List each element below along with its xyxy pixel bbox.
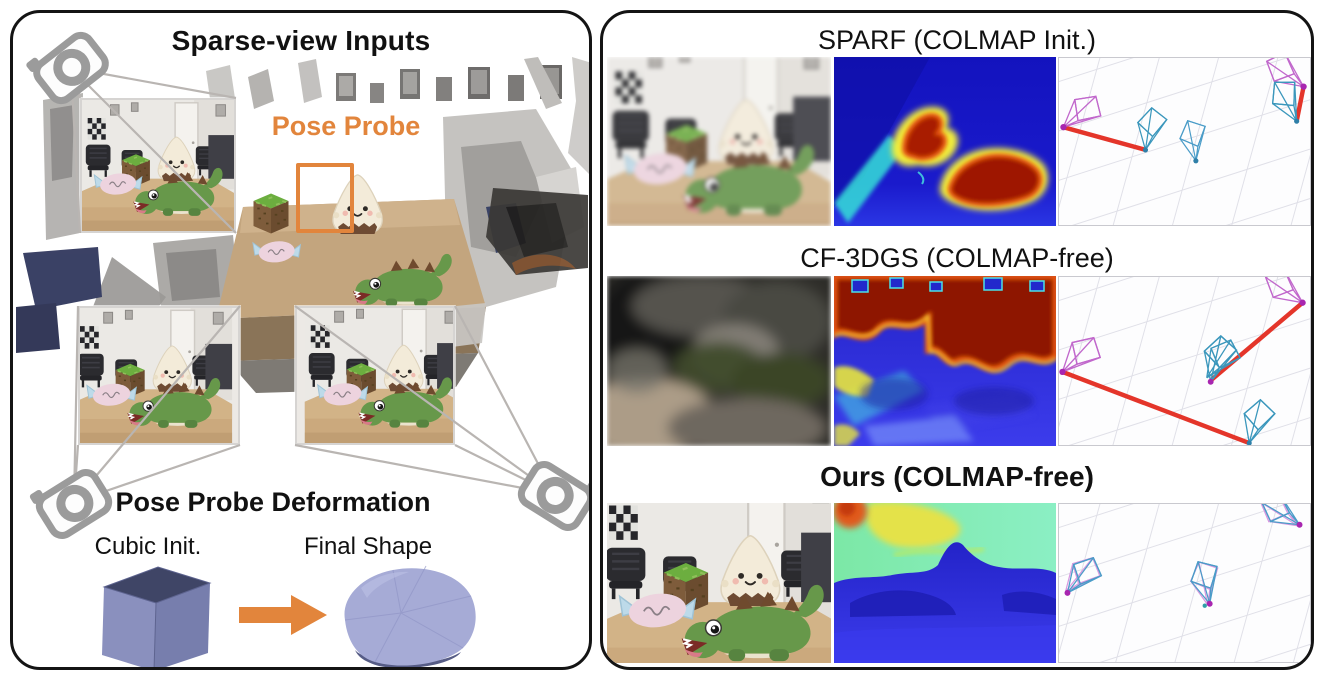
row-title-sparf: SPARF (COLMAP Init.) xyxy=(817,25,1097,55)
pred-frustum xyxy=(1171,116,1215,162)
input-view-photo-3 xyxy=(295,306,455,445)
input-view-photo-2 xyxy=(78,306,240,445)
ours-depth-map xyxy=(834,503,1056,663)
sparf-error-map xyxy=(834,57,1056,226)
cf3dgs-error-map xyxy=(834,276,1056,446)
row-title-cf3dgs: CF-3DGS (COLMAP-free) xyxy=(800,243,1114,273)
ours-camera-pose-plot xyxy=(1058,503,1311,663)
cf3dgs-rendered-view xyxy=(607,276,831,446)
sparf-camera-pose-plot xyxy=(1058,57,1311,226)
final-shape-label: Final Shape xyxy=(303,533,433,560)
gt-frustum xyxy=(1265,58,1305,94)
cubic-init-shape xyxy=(102,566,212,667)
pred-frustum xyxy=(1126,104,1175,151)
pred-frustum xyxy=(1061,556,1104,594)
pose-probe-label: Pose Probe xyxy=(271,111,421,141)
sparf-rendered-view xyxy=(607,57,831,226)
pred-frustum xyxy=(1232,396,1282,444)
input-view-photo-1 xyxy=(80,98,236,233)
right-panel-method-comparison: SPARF (COLMAP Init.) CF-3DGS (COLMAP-fre… xyxy=(600,10,1314,670)
final-shape-blob xyxy=(344,565,476,667)
row-title-ours: Ours (COLMAP-free) xyxy=(820,461,1094,492)
ours-rendered-view xyxy=(607,503,831,663)
grass-cube-plush xyxy=(252,192,290,235)
cubic-init-label: Cubic Init. xyxy=(94,533,202,560)
pred-frustum xyxy=(1260,504,1301,534)
pose-probe-box xyxy=(296,163,354,233)
left-panel-title: Sparse-view Inputs xyxy=(171,25,431,56)
deformation-title: Pose Probe Deformation xyxy=(115,487,431,517)
cf3dgs-camera-pose-plot xyxy=(1058,276,1311,446)
left-panel-sparse-view-inputs: Sparse-view Inputs xyxy=(10,10,592,670)
right-arrow-icon xyxy=(239,595,327,635)
